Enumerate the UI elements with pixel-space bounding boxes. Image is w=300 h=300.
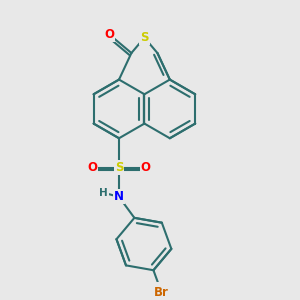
Text: N: N: [114, 190, 124, 203]
Text: H: H: [99, 188, 108, 198]
Text: O: O: [104, 28, 114, 41]
Text: O: O: [88, 161, 98, 174]
Text: S: S: [140, 31, 149, 44]
Text: Br: Br: [154, 286, 169, 299]
Text: S: S: [115, 161, 123, 174]
Text: O: O: [140, 161, 151, 174]
